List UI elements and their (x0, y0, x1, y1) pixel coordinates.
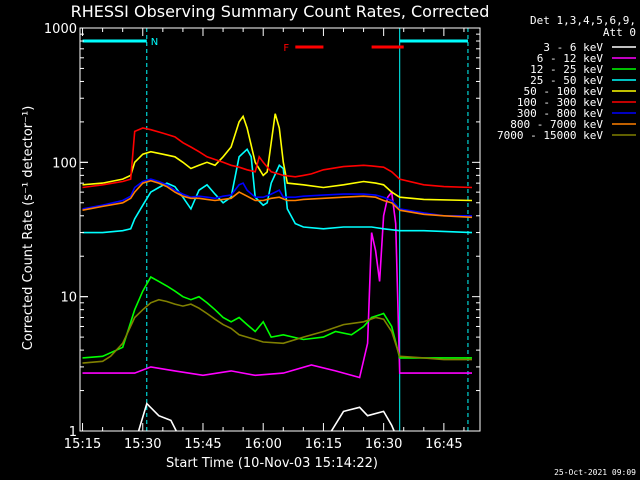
annotation-label: N (151, 37, 158, 48)
y-tick-label: 1000 (44, 22, 77, 37)
legend-entry-label: 3 - 6 keV (543, 41, 603, 54)
series-line (82, 178, 472, 217)
legend-entry-label: 7000 - 15000 keV (497, 129, 603, 142)
series-line (82, 179, 473, 219)
series-line (82, 127, 473, 189)
series-line (82, 298, 472, 364)
x-tick-label: 15:15 (64, 437, 101, 452)
y-tick-label: 100 (52, 156, 77, 171)
x-axis-label: Start Time (10-Nov-03 15:14:22) (166, 456, 378, 471)
series-line (82, 113, 473, 202)
legend-entry-label: 800 - 7000 keV (510, 118, 603, 131)
annotation-label: F (283, 43, 289, 54)
legend-entry-label: 100 - 300 keV (517, 96, 603, 109)
legend-entry-label: 300 - 800 keV (517, 107, 603, 120)
legend-header: Det 1,3,4,5,6,9, (530, 14, 636, 27)
footer-timestamp: 25-Oct-2021 09:09 (554, 468, 636, 477)
legend-header: Att 0 (603, 26, 636, 39)
series-line (137, 402, 395, 431)
series-line (82, 148, 473, 234)
axes: 1 10 100 1000 15:15 15:30 15:45 16:00 16:15 16:30… (44, 22, 481, 452)
series-line (82, 190, 472, 379)
y-tick-label: 10 (60, 291, 77, 306)
legend-entry-label: 12 - 25 keV (530, 63, 603, 76)
legend-entry-label: 50 - 100 keV (524, 85, 604, 98)
x-tick-label: 16:15 (305, 437, 342, 452)
legend-entry-label: 25 - 50 keV (530, 74, 603, 87)
x-tick-label: 15:45 (184, 437, 221, 452)
y-axis-label: Corrected Count Rate (s⁻¹ detector⁻¹) (21, 106, 36, 351)
plot-area (80, 28, 473, 431)
plot-frame (79, 27, 481, 432)
y-tick-label: 1 (69, 425, 77, 440)
x-tick-label: 16:30 (365, 437, 402, 452)
x-tick-label: 16:45 (425, 437, 462, 452)
chart-title: RHESSI Observing Summary Count Rates, Co… (71, 2, 490, 21)
legend-entry-label: 6 - 12 keV (537, 52, 604, 65)
x-tick-label: 15:30 (124, 437, 161, 452)
x-tick-label: 16:00 (244, 437, 281, 452)
